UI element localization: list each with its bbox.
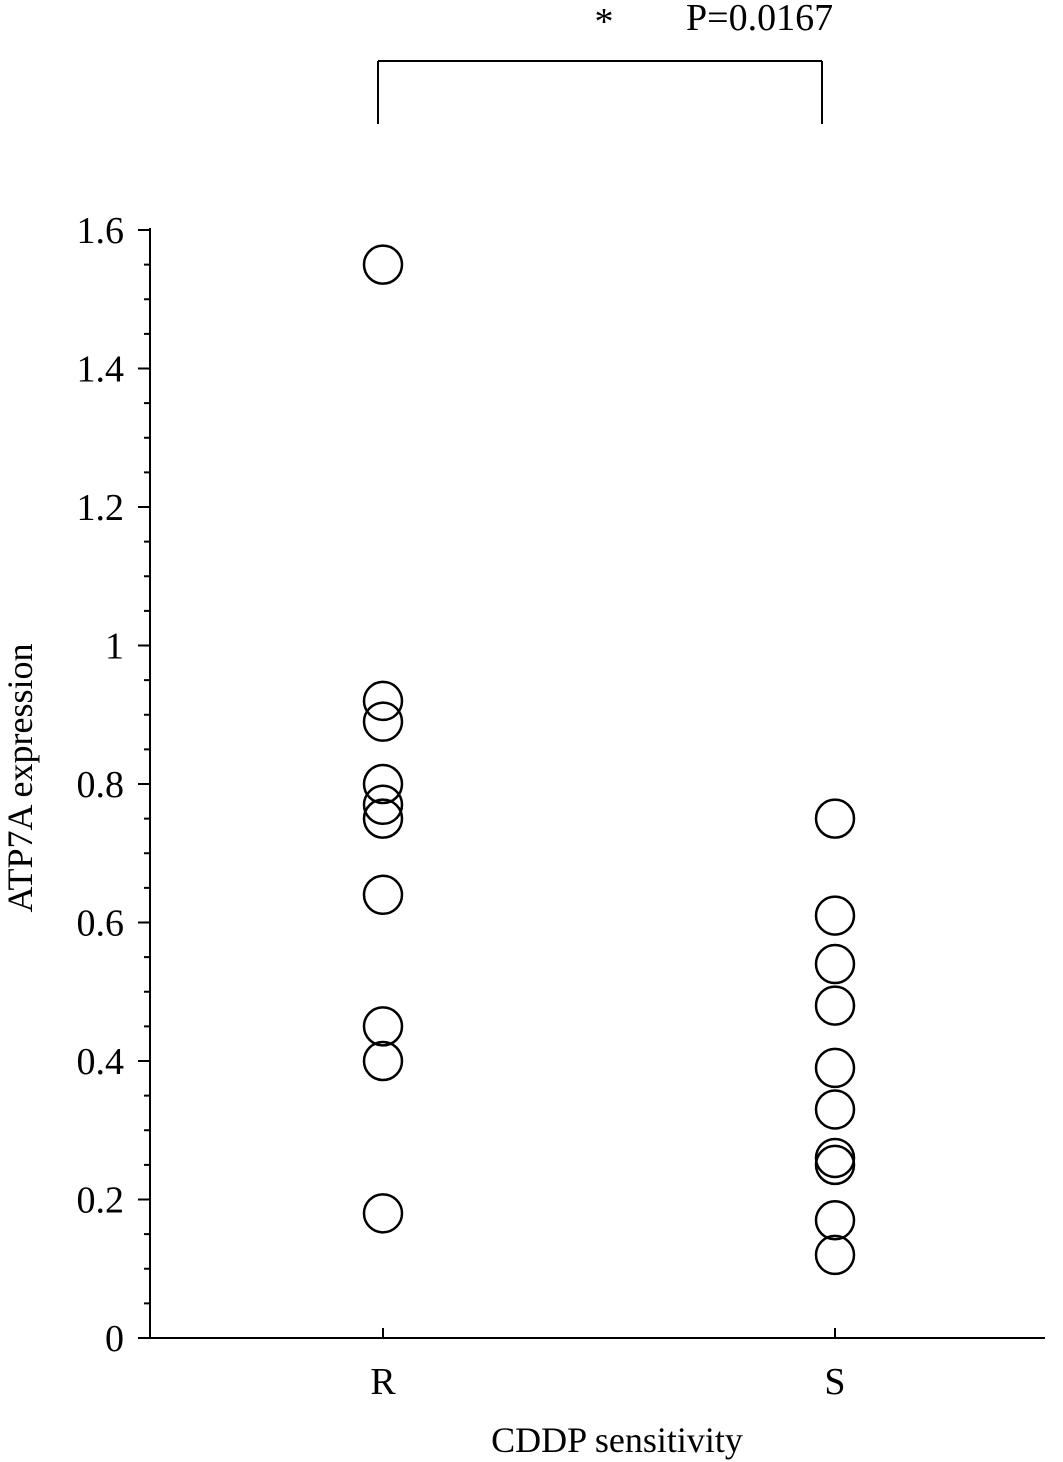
data-point-S: [814, 943, 856, 985]
y-tick-label: 1: [105, 626, 124, 668]
y-tick-label: 0.8: [77, 764, 125, 806]
y-major-ticks: [138, 229, 150, 1339]
data-point-R: [362, 1040, 404, 1082]
p-value-label: P=0.0167: [686, 0, 833, 39]
x-axis-title: CDDP sensitivity: [491, 1420, 743, 1460]
data-point-R: [362, 680, 404, 722]
data-point-R: [362, 798, 404, 839]
data-point-S: [814, 1234, 856, 1276]
data-point-S: [814, 798, 856, 839]
data-point-S: [814, 1144, 856, 1186]
data-point-R: [362, 874, 404, 916]
y-tick-label: 1.4: [77, 349, 125, 391]
data-point-R: [362, 1193, 404, 1234]
y-tick-labels: 0 0.2 0.4 0.6 0.8 1 1.2 1.4 1.6: [77, 210, 125, 1360]
data-point-S: [814, 895, 856, 936]
x-tick-label-S: S: [824, 1361, 845, 1403]
data-points: [362, 244, 856, 1276]
x-tick-label-R: R: [370, 1361, 396, 1403]
significance-bracket: [377, 60, 823, 124]
data-point-S: [814, 1047, 856, 1089]
data-point-S: [814, 985, 856, 1026]
y-axis-title: ATP7A expression: [0, 644, 40, 913]
y-tick-label: 0: [105, 1318, 124, 1360]
data-point-R: [362, 701, 404, 742]
data-point-S: [814, 1089, 856, 1130]
y-tick-label: 0.2: [77, 1180, 125, 1222]
y-tick-label: 1.6: [77, 210, 125, 252]
y-tick-label: 0.4: [77, 1041, 125, 1083]
significance-star: *: [595, 1, 614, 43]
data-point-R: [362, 1006, 404, 1047]
data-point-R: [362, 244, 404, 285]
x-ticks: [382, 1328, 836, 1338]
y-tick-label: 1.2: [77, 487, 125, 529]
data-point-R: [362, 784, 404, 826]
y-tick-label: 0.6: [77, 903, 125, 945]
data-point-S: [814, 1200, 856, 1241]
data-point-R: [362, 763, 404, 805]
